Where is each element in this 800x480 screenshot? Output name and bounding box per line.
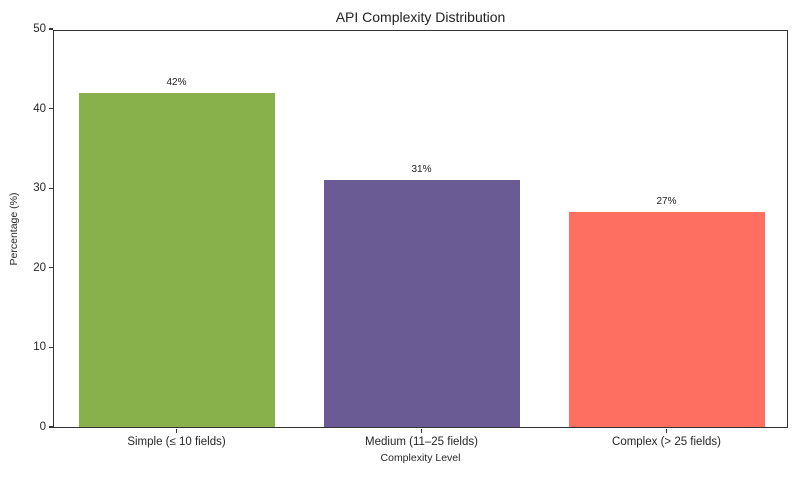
y-axis-label: Percentage (%): [8, 192, 20, 266]
y-tick-label: 30: [33, 182, 46, 195]
y-tick-mark: [49, 28, 53, 30]
plot-area: 42% 31% 27% 0 10 20 30 40 50 Simple (≤ 10 field…: [33, 23, 788, 448]
x-tick-label: Simple (≤ 10 fields): [127, 436, 226, 448]
y-tick-label: 40: [33, 102, 46, 115]
bar-0: [78, 92, 275, 427]
bar-value-label: 27%: [656, 196, 677, 208]
y-tick-mark: [49, 426, 53, 428]
bar-value-label: 31%: [411, 164, 432, 176]
y-tick-label: 50: [33, 23, 46, 35]
x-tick-mark: [175, 429, 178, 433]
bar-value-label: 42%: [166, 76, 187, 88]
y-tick-mark: [49, 346, 53, 348]
x-tick-label: Medium (11–25 fields): [365, 436, 478, 448]
y-tick-mark: [49, 187, 53, 189]
y-tick-label: 10: [33, 341, 46, 354]
y-tick-label: 20: [33, 261, 46, 274]
x-tick-mark: [420, 429, 423, 433]
bar-2: [568, 212, 765, 427]
x-tick-mark: [665, 429, 668, 433]
bar-1: [323, 180, 520, 427]
y-tick-label: 0: [39, 421, 46, 433]
x-tick-label: Complex (> 25 fields): [612, 436, 721, 448]
chart-title: API Complexity Distribution: [335, 9, 506, 25]
y-tick-mark: [49, 108, 53, 110]
y-tick-mark: [49, 267, 53, 269]
x-axis-label: Complexity Level: [380, 452, 461, 464]
